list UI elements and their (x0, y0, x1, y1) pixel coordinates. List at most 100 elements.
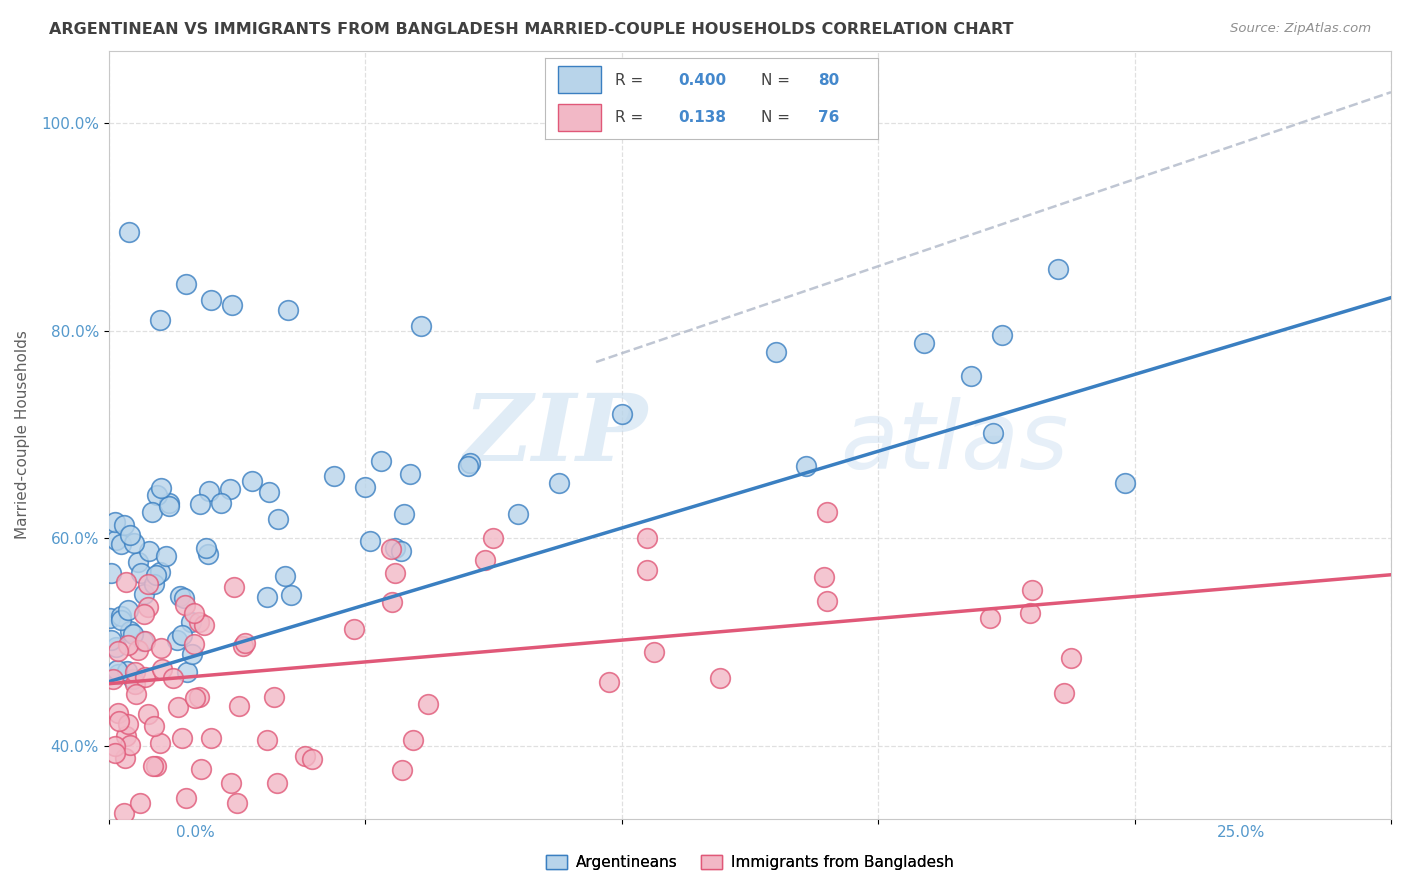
Point (142, 758, 165, 772)
Point (112, 518, 135, 533)
Point (636, 563, 658, 577)
Point (176, 665, 198, 680)
Point (343, 622, 366, 636)
Point (143, 719, 166, 733)
Point (174, 277, 197, 292)
Point (107, 667, 129, 681)
Point (457, 458, 479, 473)
Point (125, 687, 148, 701)
Point (173, 591, 195, 605)
Point (103, 672, 125, 686)
Point (794, 458, 817, 473)
Point (187, 615, 209, 630)
Point (1114, 476, 1136, 491)
Point (409, 319, 432, 334)
Point (1021, 583, 1043, 598)
Point (416, 697, 439, 711)
Text: 25.0%: 25.0% (1218, 825, 1265, 840)
Point (636, 532, 658, 546)
Point (228, 698, 250, 713)
Point (155, 549, 177, 563)
Point (149, 565, 172, 579)
Y-axis label: Married-couple Households: Married-couple Households (15, 330, 30, 539)
Point (991, 328, 1014, 343)
Point (157, 496, 180, 510)
Point (136, 577, 159, 591)
Point (370, 453, 392, 467)
Point (180, 615, 202, 629)
Point (170, 731, 193, 745)
Point (188, 690, 211, 705)
Point (323, 469, 346, 483)
Point (136, 706, 159, 721)
Point (221, 298, 243, 312)
Point (240, 475, 263, 489)
Point (301, 751, 323, 765)
Point (267, 512, 290, 526)
Point (110, 609, 132, 624)
Point (170, 628, 193, 642)
Point (391, 763, 413, 777)
Point (256, 590, 278, 604)
Point (979, 611, 1001, 625)
Point (169, 590, 191, 604)
Point (294, 748, 316, 763)
Point (122, 672, 145, 686)
Point (359, 533, 381, 548)
Point (108, 714, 131, 729)
Point (1046, 261, 1069, 276)
Point (138, 543, 160, 558)
Point (114, 729, 136, 743)
Point (193, 617, 215, 632)
Point (117, 638, 139, 652)
Point (548, 475, 571, 490)
Point (146, 488, 169, 502)
Point (273, 569, 295, 583)
Point (402, 732, 425, 747)
Point (134, 634, 156, 648)
Point (115, 664, 138, 678)
Point (384, 566, 406, 581)
Point (141, 505, 163, 519)
Point (142, 577, 165, 591)
Point (709, 671, 731, 685)
Point (100, 566, 122, 581)
Point (98, 611, 121, 625)
Point (197, 548, 219, 562)
Point (960, 369, 983, 384)
Point (128, 796, 150, 810)
Point (482, 532, 505, 546)
Point (389, 544, 412, 558)
Point (103, 516, 125, 530)
Point (198, 483, 221, 498)
Point (120, 624, 142, 639)
Point (162, 671, 184, 685)
Point (105, 533, 128, 547)
Point (598, 675, 620, 690)
Point (124, 677, 146, 691)
Point (222, 580, 245, 594)
Point (114, 750, 136, 764)
Point (166, 632, 188, 647)
Point (233, 636, 256, 650)
Point (354, 479, 377, 493)
Point (129, 566, 152, 580)
Point (458, 456, 481, 470)
Point (815, 593, 838, 607)
Point (174, 790, 197, 805)
Point (181, 647, 204, 661)
Point (118, 738, 141, 752)
Point (110, 613, 132, 627)
Point (277, 303, 299, 318)
Point (1018, 606, 1040, 620)
Point (218, 482, 240, 496)
Text: atlas: atlas (839, 397, 1069, 488)
Point (266, 776, 288, 790)
Point (643, 644, 665, 658)
Point (610, 407, 633, 421)
Point (117, 717, 139, 731)
Point (134, 670, 156, 684)
Point (118, 528, 141, 542)
Point (381, 595, 404, 609)
Point (149, 641, 172, 656)
